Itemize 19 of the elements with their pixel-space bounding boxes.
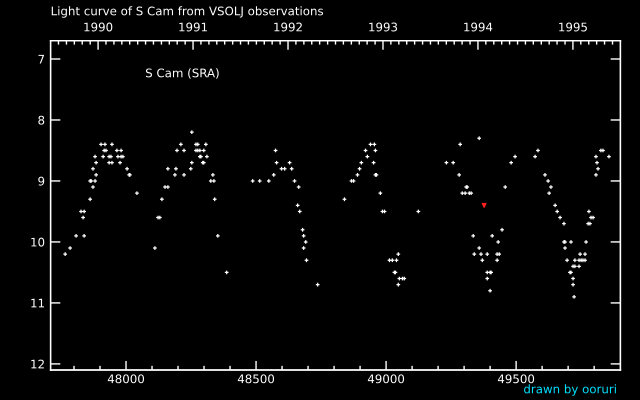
x2-tick-label: 1994 xyxy=(464,22,492,32)
y-tick-label: 10 xyxy=(31,238,44,247)
y-tick-label: 9 xyxy=(38,176,44,186)
x2-tick-label: 1990 xyxy=(84,22,112,32)
x-tick-label: 48500 xyxy=(238,374,274,384)
x-tick-label: 49500 xyxy=(498,374,534,384)
x-tick-label: 49000 xyxy=(368,374,404,384)
y-tick-label: 7 xyxy=(38,54,44,64)
y-tick-label: 8 xyxy=(38,116,44,125)
chart-title: Light curve of S Cam from VSOLJ observations xyxy=(52,6,324,18)
y-tick-label: 12 xyxy=(31,360,44,368)
annotation: S Cam (SRA) xyxy=(146,68,219,79)
x2-tick-label: 1993 xyxy=(369,22,398,32)
x2-tick-label: 1995 xyxy=(559,22,587,32)
x-tick-label: 48000 xyxy=(108,374,144,384)
x2-tick-label: 1992 xyxy=(274,22,302,32)
x2-tick-label: 1991 xyxy=(179,22,207,32)
text: drawn by ooruri xyxy=(524,384,616,396)
y-tick-label: 11 xyxy=(31,298,44,308)
